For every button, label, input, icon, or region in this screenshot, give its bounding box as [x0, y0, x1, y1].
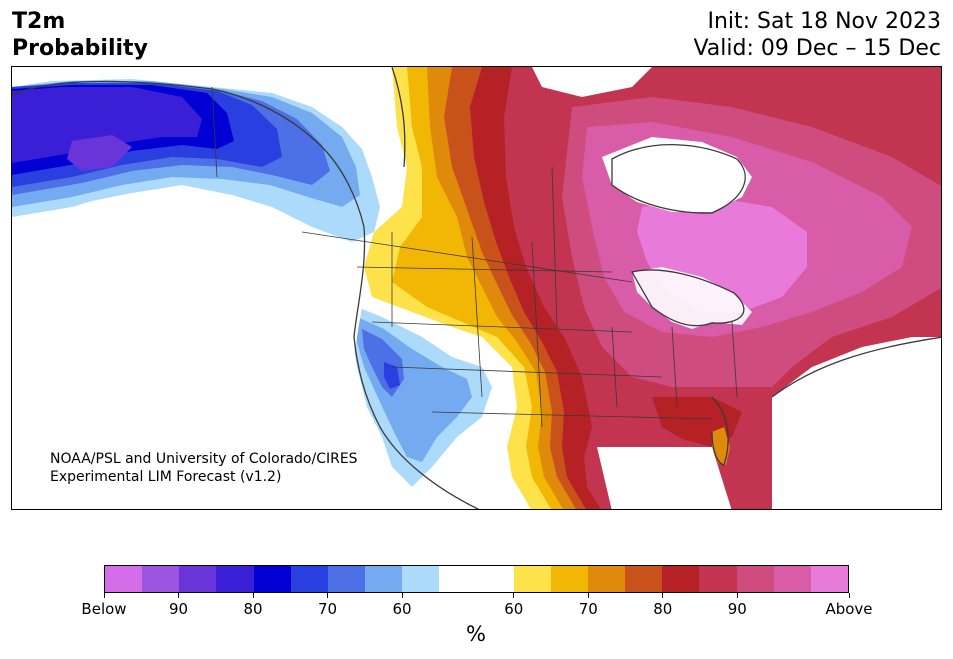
hudson-bay — [602, 137, 752, 212]
credit-text: NOAA/PSL and University of Colorado/CIRE… — [50, 450, 358, 486]
colorbar-swatch-above-8 — [810, 566, 849, 592]
colorbar-swatch-above-4 — [662, 566, 700, 592]
colorbar-swatch-above-2 — [588, 566, 626, 592]
colorbar-tick-mark — [736, 593, 738, 598]
title-variable: T2m — [12, 9, 66, 34]
political-borders — [211, 86, 738, 428]
colorbar-tick-mark — [848, 593, 850, 598]
colorbar-tick-label: 60 — [504, 600, 524, 618]
below-region-alaska-80 — [12, 87, 202, 163]
colorbar-tick-label: Below — [81, 600, 127, 618]
colorbar-swatch-above-1 — [550, 566, 589, 592]
colorbar-tick-label: 90 — [168, 600, 189, 618]
below-region-southwest-80 — [384, 362, 400, 389]
colorbar-swatch-below-3 — [216, 566, 254, 592]
colorbar-swatch-below-1 — [142, 566, 180, 592]
credit-line-2: Experimental LIM Forecast (v1.2) — [50, 469, 282, 485]
colorbar-tick-label: 80 — [653, 600, 673, 618]
coastlines — [12, 67, 941, 509]
arctic-water — [532, 67, 652, 97]
colorbar-swatch-below-4 — [253, 566, 291, 592]
colorbar-unit: % — [466, 622, 486, 646]
colorbar-tick-mark — [327, 593, 328, 598]
colorbar-tick-label: 70 — [578, 600, 598, 618]
gulf-water — [597, 447, 732, 509]
probability-map: NOAA/PSL and University of Colorado/CIRE… — [11, 66, 942, 510]
above-region-florida — [712, 427, 730, 465]
colorbar-tick-label: 70 — [317, 600, 338, 618]
colorbar-tick-label: 80 — [243, 600, 263, 618]
map-canvas — [12, 67, 941, 509]
title-kind: Probability — [12, 36, 148, 61]
credit-line-1: NOAA/PSL and University of Colorado/CIRE… — [50, 451, 358, 467]
valid-range: Valid: 09 Dec – 15 Dec — [693, 36, 941, 61]
colorbar-tick-mark — [103, 593, 105, 598]
colorbar-swatch-below-0 — [105, 566, 143, 592]
colorbar-swatch-above-3 — [625, 566, 663, 592]
map-title: T2m Probability — [12, 8, 148, 62]
colorbar-tick-mark — [513, 593, 515, 598]
colorbar-swatch-below-8 — [402, 566, 440, 592]
colorbar-tick-label: 90 — [727, 600, 747, 618]
colorbar-swatch-below-5 — [290, 566, 328, 592]
pacific-water — [12, 197, 432, 509]
colorbar-swatch-below-7 — [365, 566, 403, 592]
colorbar-tick-mark — [252, 593, 254, 598]
colorbar-tick-mark — [178, 593, 179, 598]
below-region-alaska-85 — [67, 135, 132, 171]
colorbar-swatch-above-7 — [773, 566, 811, 592]
colorbar — [104, 565, 849, 593]
colorbar-tick-label: Above — [825, 600, 873, 618]
colorbar-tick-mark — [401, 593, 403, 598]
colorbar-swatch-above-0 — [513, 566, 551, 592]
colorbar-tick-label: 60 — [392, 600, 412, 618]
atlantic-water — [772, 337, 941, 509]
colorbar-swatch-above-5 — [699, 566, 737, 592]
colorbar-tick-mark — [662, 593, 664, 598]
colorbar-swatch-above-6 — [736, 566, 774, 592]
forecast-dates: Init: Sat 18 Nov 2023 Valid: 09 Dec – 15… — [693, 8, 941, 62]
colorbar-swatch-below-6 — [327, 566, 366, 592]
colorbar-swatch-neutral — [439, 566, 514, 592]
colorbar-swatch-below-2 — [179, 566, 217, 592]
colorbar-tick-mark — [587, 593, 589, 598]
init-date: Init: Sat 18 Nov 2023 — [707, 9, 941, 34]
